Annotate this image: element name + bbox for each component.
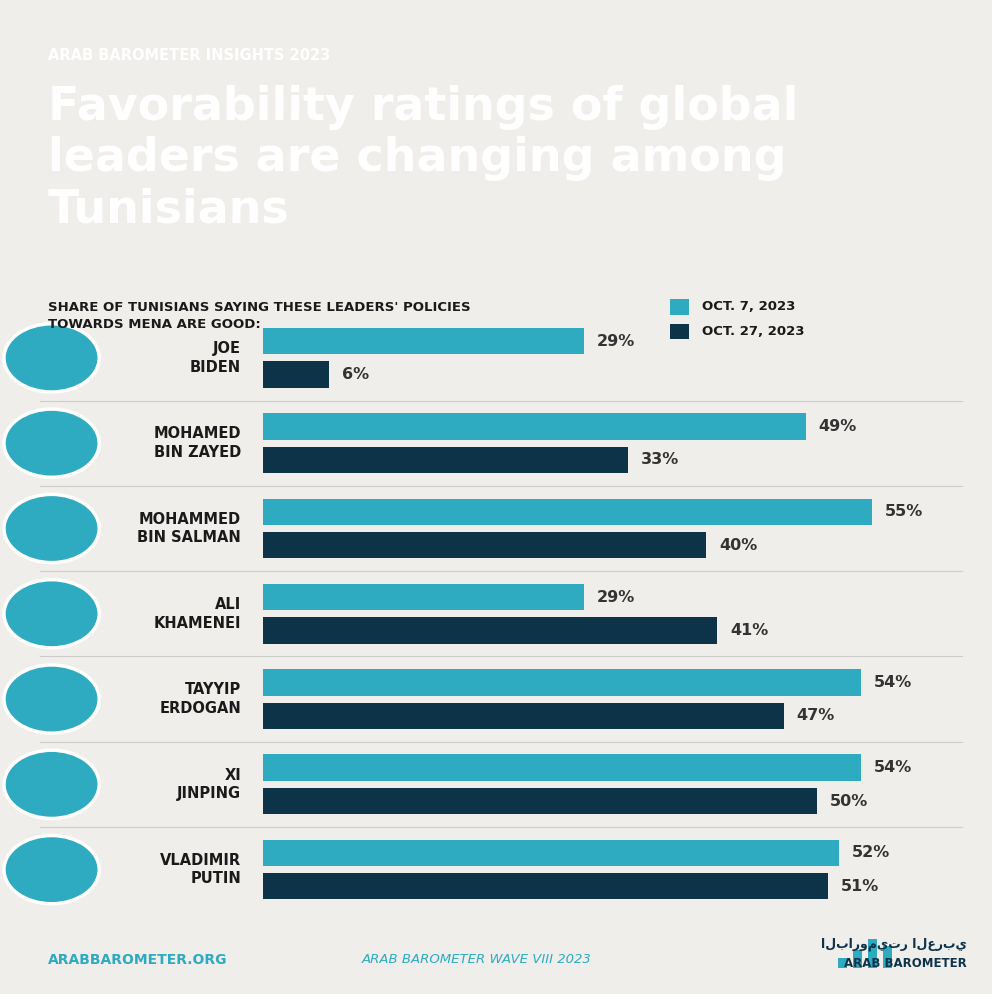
Text: 50%: 50% [829,793,868,808]
FancyBboxPatch shape [853,949,862,968]
Text: SHARE OF TUNISIANS SAYING THESE LEADERS' POLICIES
TOWARDS MENA ARE GOOD:: SHARE OF TUNISIANS SAYING THESE LEADERS'… [48,301,470,331]
Text: 41%: 41% [730,623,768,638]
FancyBboxPatch shape [263,840,839,866]
Text: 47%: 47% [797,709,834,724]
FancyBboxPatch shape [263,788,816,814]
Text: 29%: 29% [597,334,635,349]
Text: ARABBAROMETER.ORG: ARABBAROMETER.ORG [48,953,227,967]
Text: JOE
BIDEN: JOE BIDEN [189,341,241,375]
Circle shape [4,665,99,734]
FancyBboxPatch shape [670,299,689,314]
Text: 54%: 54% [874,760,913,775]
FancyBboxPatch shape [868,939,877,968]
Text: 55%: 55% [885,504,924,519]
Text: 49%: 49% [818,419,857,434]
Text: TAYYIP
ERDOGAN: TAYYIP ERDOGAN [160,682,241,716]
Text: 54%: 54% [874,675,913,690]
FancyBboxPatch shape [263,873,827,900]
Text: ARAB BAROMETER: ARAB BAROMETER [844,957,967,970]
FancyBboxPatch shape [883,946,892,968]
FancyBboxPatch shape [263,754,861,780]
Text: ALI
KHAMENEI: ALI KHAMENEI [154,597,241,630]
Text: Favorability ratings of global
leaders are changing among
Tunisians: Favorability ratings of global leaders a… [48,84,798,233]
Text: الباروميتر العربي: الباروميتر العربي [821,937,967,951]
FancyBboxPatch shape [263,362,329,388]
Text: MOHAMMED
BIN SALMAN: MOHAMMED BIN SALMAN [137,512,241,546]
Text: 40%: 40% [719,538,757,553]
Text: 29%: 29% [597,589,635,604]
Text: XI
JINPING: XI JINPING [177,767,241,801]
Circle shape [4,836,99,904]
FancyBboxPatch shape [263,583,584,610]
FancyBboxPatch shape [263,446,628,473]
Text: 6%: 6% [342,367,369,382]
Text: 51%: 51% [841,879,879,894]
FancyBboxPatch shape [263,328,584,354]
FancyBboxPatch shape [263,669,861,696]
Circle shape [4,750,99,818]
FancyBboxPatch shape [670,324,689,339]
Text: OCT. 7, 2023: OCT. 7, 2023 [702,300,796,313]
Text: 52%: 52% [852,846,890,861]
FancyBboxPatch shape [838,958,847,968]
Circle shape [4,324,99,392]
FancyBboxPatch shape [263,414,806,439]
FancyBboxPatch shape [263,499,872,525]
Text: OCT. 27, 2023: OCT. 27, 2023 [702,325,805,338]
Text: ARAB BAROMETER INSIGHTS 2023: ARAB BAROMETER INSIGHTS 2023 [48,48,330,64]
FancyBboxPatch shape [263,617,717,644]
Circle shape [4,494,99,563]
Text: VLADIMIR
PUTIN: VLADIMIR PUTIN [160,853,241,887]
Circle shape [4,410,99,477]
Text: 33%: 33% [641,452,680,467]
Circle shape [4,580,99,648]
FancyBboxPatch shape [263,532,706,559]
FancyBboxPatch shape [263,703,784,729]
Text: MOHAMED
BIN ZAYED: MOHAMED BIN ZAYED [154,426,241,460]
Text: ARAB BAROMETER WAVE VIII 2023: ARAB BAROMETER WAVE VIII 2023 [362,953,592,966]
